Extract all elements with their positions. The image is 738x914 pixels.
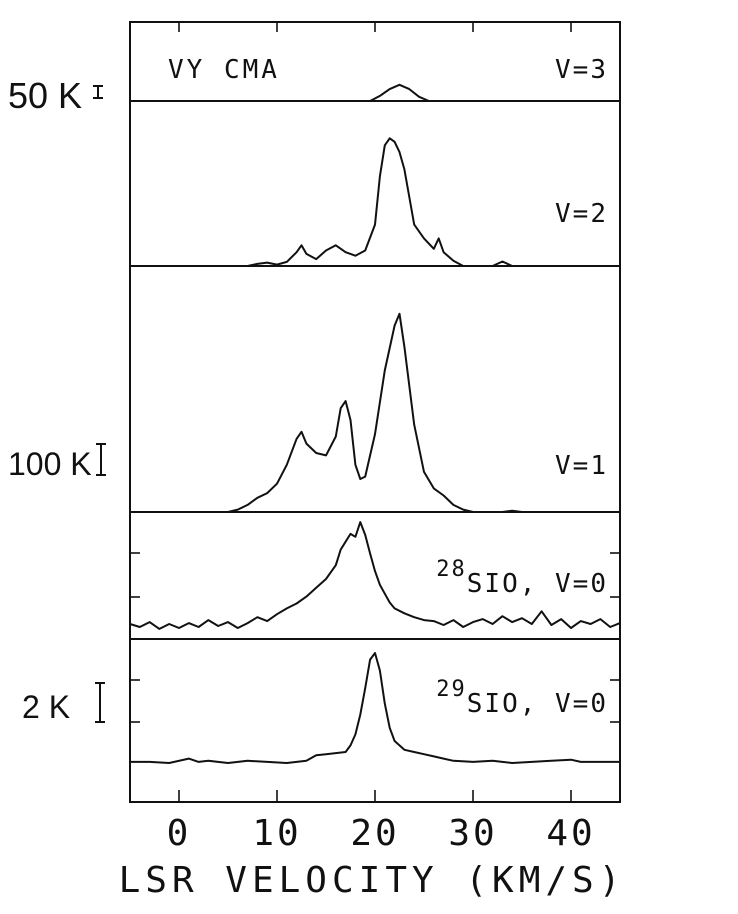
spectrum-line-v2 bbox=[130, 137, 620, 267]
x-tick-label: 40 bbox=[546, 813, 595, 854]
spectrum-line-v0_28 bbox=[129, 521, 621, 630]
scale-bars: 50 K 100 K 2 K bbox=[8, 75, 106, 725]
panel-dividers bbox=[130, 100, 620, 640]
panel-label-v3: V=3 bbox=[555, 55, 608, 85]
x-tick-label: 30 bbox=[448, 813, 497, 854]
spectrum-line-v0_29 bbox=[130, 652, 620, 764]
spectrum-line-v3 bbox=[130, 83, 620, 102]
scale-label-v1: 100 K bbox=[8, 446, 92, 482]
x-tick-label: 0 bbox=[167, 813, 192, 854]
x-tick-label: 10 bbox=[252, 813, 301, 854]
panel-label-v0_29: 29SIO, V=0 bbox=[436, 677, 608, 719]
x-ticks: 0 10 20 30 40 bbox=[130, 22, 620, 854]
panel-label-v1: V=1 bbox=[555, 451, 608, 481]
spectrum-line-v1 bbox=[130, 312, 620, 513]
source-label: VY CMA bbox=[168, 55, 280, 85]
scale-label-v0_29: 2 K bbox=[22, 689, 70, 725]
x-axis-label: LSR VELOCITY (KM/S) bbox=[119, 860, 626, 901]
panel-label-v2: V=2 bbox=[555, 199, 608, 229]
spectrum-panels: V=3 V=2 V=1 28SIO, V=0 29SIO, V=0 bbox=[129, 55, 621, 764]
scale-label-v3: 50 K bbox=[8, 75, 82, 116]
plot-frame bbox=[129, 21, 621, 803]
panel-label-v0_28: 28SIO, V=0 bbox=[436, 557, 608, 599]
x-tick-label: 20 bbox=[350, 813, 399, 854]
